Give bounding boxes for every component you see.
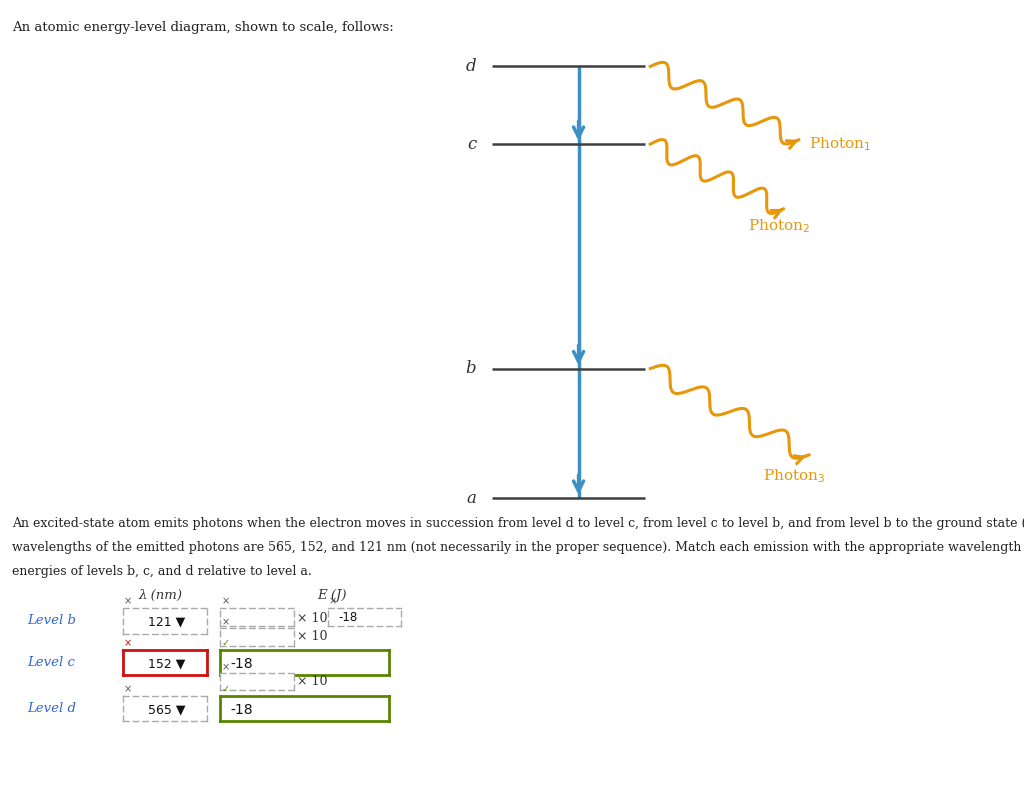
Text: ×: × [329,596,337,606]
Text: Photon$_1$: Photon$_1$ [809,136,871,153]
Text: Photon$_3$: Photon$_3$ [763,468,825,485]
Text: 152 ▼: 152 ▼ [147,657,185,670]
Text: d: d [466,58,476,75]
Text: E (J): E (J) [317,589,347,602]
Text: An atomic energy-level diagram, shown to scale, follows:: An atomic energy-level diagram, shown to… [12,21,394,34]
Text: Level b: Level b [28,614,77,627]
Text: a: a [466,490,476,507]
Text: Level c: Level c [28,656,76,669]
Text: ×: × [124,596,132,606]
Text: c: c [467,136,476,152]
Text: b: b [466,360,476,377]
Text: ×: × [124,684,132,694]
Text: ✓: ✓ [221,638,229,648]
Text: ✓: ✓ [221,684,229,694]
Text: × 10: × 10 [297,675,328,688]
Text: energies of levels b, c, and d relative to level a.: energies of levels b, c, and d relative … [12,565,312,578]
Text: λ (nm): λ (nm) [138,589,182,602]
Text: 565 ▼: 565 ▼ [147,703,185,717]
Text: -18: -18 [339,611,358,624]
Text: wavelengths of the emitted photons are 565, 152, and 121 nm (not necessarily in : wavelengths of the emitted photons are 5… [12,541,1024,554]
Text: -18: -18 [230,703,253,717]
Text: Level d: Level d [28,702,77,715]
Text: -18: -18 [230,657,253,670]
Text: 121 ▼: 121 ▼ [147,615,185,629]
Text: ×: × [221,662,229,672]
Text: ×: × [221,596,229,606]
Text: An excited-state atom emits photons when the electron moves in succession from l: An excited-state atom emits photons when… [12,517,1024,530]
Text: × 10: × 10 [297,630,328,643]
Text: Photon$_2$: Photon$_2$ [748,217,810,235]
Text: × 10: × 10 [297,612,328,625]
Text: ×: × [221,617,229,627]
Text: ×: × [124,638,132,648]
